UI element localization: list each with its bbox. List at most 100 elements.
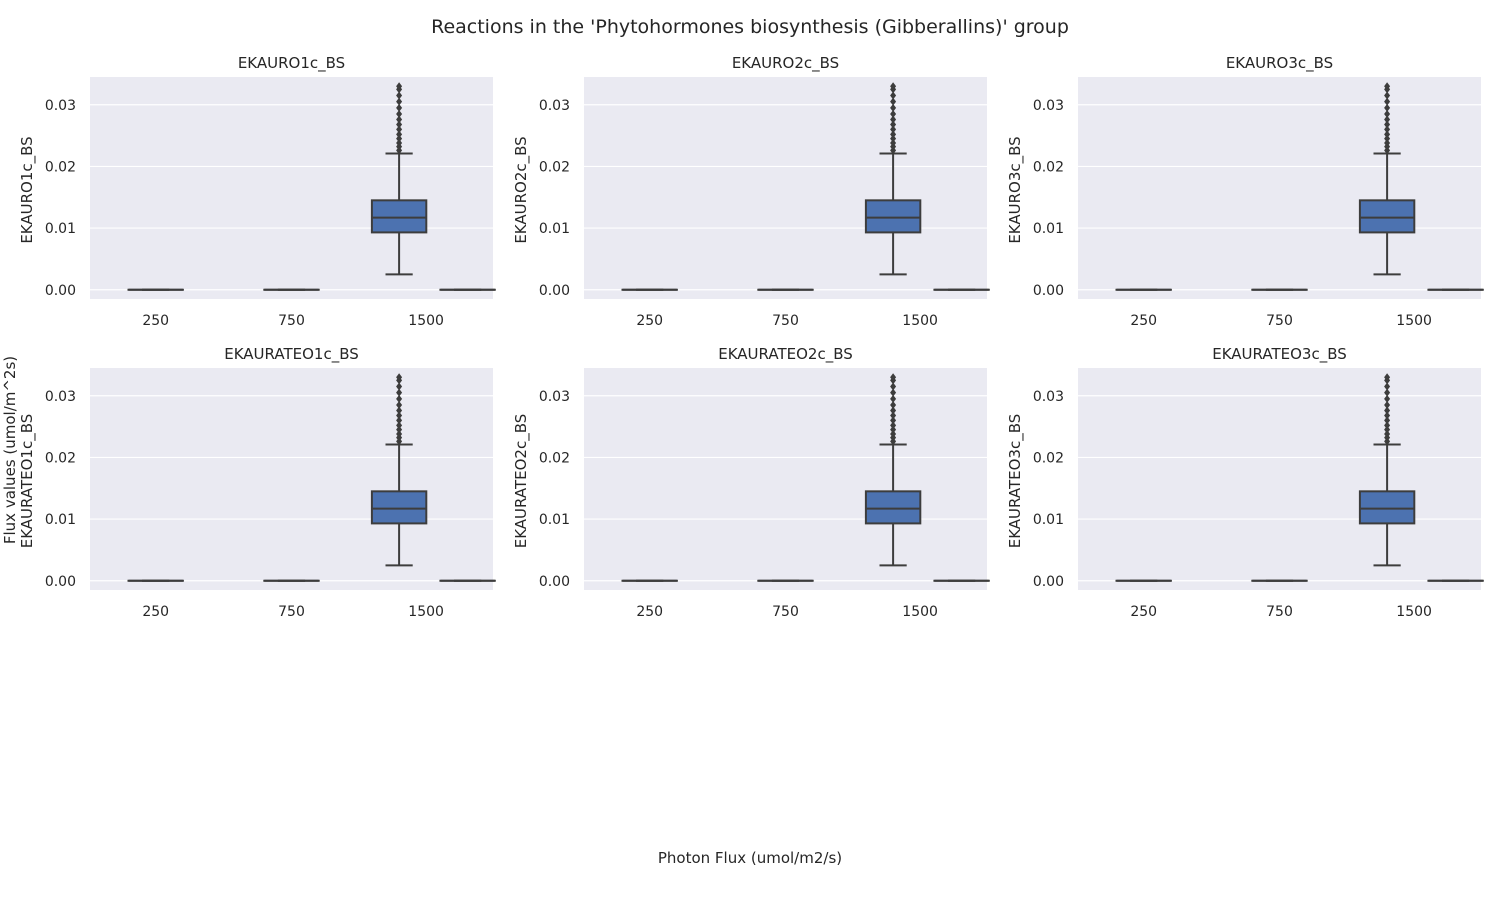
y-tick-label: 0.02 bbox=[45, 159, 76, 175]
x-tick-label: 1500 bbox=[902, 313, 938, 329]
outlier-point bbox=[890, 115, 897, 124]
x-tick-label: 1500 bbox=[902, 604, 938, 620]
plot-area bbox=[584, 77, 987, 299]
outlier-point bbox=[890, 421, 897, 430]
box-1500-low bbox=[864, 373, 922, 567]
outlier-point bbox=[396, 406, 403, 415]
x-tick-label: 250 bbox=[636, 604, 663, 620]
x-tick-label: 250 bbox=[142, 604, 169, 620]
outlier-point bbox=[396, 82, 403, 91]
outlier-point bbox=[890, 97, 897, 106]
outlier-point bbox=[1384, 406, 1391, 415]
outlier-point bbox=[890, 401, 897, 409]
outlier-point bbox=[396, 388, 403, 397]
outlier-point bbox=[396, 91, 403, 100]
subplot-1: 0.00 0.01 0.02 0.03 250 750 1500 EKAURO1c_BS EKA… bbox=[18, 54, 496, 329]
y-tick-label: 0.01 bbox=[1033, 221, 1064, 237]
outlier-point bbox=[396, 394, 403, 403]
outlier-point bbox=[1384, 382, 1391, 391]
outlier-point bbox=[890, 416, 897, 425]
outlier-point bbox=[1384, 421, 1391, 430]
x-tick-label: 750 bbox=[772, 313, 799, 329]
iqr-box bbox=[864, 199, 922, 234]
outlier-point bbox=[1384, 125, 1391, 134]
outlier-point bbox=[396, 382, 403, 391]
outlier-point bbox=[1384, 401, 1391, 409]
y-tick-label: 0.00 bbox=[45, 283, 76, 299]
outlier-point bbox=[1384, 429, 1391, 438]
outlier-point bbox=[1384, 120, 1391, 129]
outlier-point bbox=[396, 120, 403, 129]
y-tick-label: 0.00 bbox=[1033, 283, 1064, 299]
outlier-point bbox=[396, 138, 403, 147]
figure-title: Reactions in the 'Phytohormones biosynth… bbox=[431, 16, 1069, 38]
x-tick-label: 750 bbox=[772, 604, 799, 620]
y-tick-label: 0.03 bbox=[1033, 389, 1064, 405]
outlier-point bbox=[890, 425, 897, 434]
outlier-point bbox=[1384, 416, 1391, 425]
outlier-point bbox=[1384, 138, 1391, 147]
outlier-point bbox=[396, 401, 403, 409]
outlier-point bbox=[890, 130, 897, 139]
y-tick-label: 0.01 bbox=[1033, 512, 1064, 528]
box-1500-low bbox=[1358, 373, 1416, 567]
outlier-point bbox=[890, 82, 897, 91]
outlier-point bbox=[1384, 82, 1391, 91]
y-tick-label: 0.01 bbox=[45, 512, 76, 528]
y-axis-label: EKAURO1c_BS bbox=[18, 136, 37, 243]
outlier-point bbox=[890, 134, 897, 143]
outlier-point bbox=[396, 421, 403, 430]
outlier-point bbox=[1384, 130, 1391, 139]
y-tick-label: 0.01 bbox=[539, 221, 570, 237]
subplot-title: EKAURATEO2c_BS bbox=[718, 345, 853, 364]
plot-area bbox=[90, 77, 493, 299]
x-tick-label: 250 bbox=[636, 313, 663, 329]
subplot-title: EKAURO1c_BS bbox=[238, 54, 345, 73]
outlier-point bbox=[890, 120, 897, 129]
outlier-point bbox=[890, 394, 897, 403]
iqr-box bbox=[864, 490, 922, 525]
x-tick-label: 1500 bbox=[1396, 604, 1432, 620]
outlier-point bbox=[1384, 425, 1391, 434]
x-tick-label: 1500 bbox=[408, 313, 444, 329]
outlier-point bbox=[890, 125, 897, 134]
outlier-point bbox=[1384, 103, 1391, 112]
outlier-point bbox=[1384, 110, 1391, 118]
outlier-point bbox=[890, 382, 897, 391]
y-tick-label: 0.02 bbox=[539, 450, 570, 466]
y-tick-label: 0.00 bbox=[1033, 574, 1064, 590]
outlier-point bbox=[890, 138, 897, 147]
y-axis-label: EKAURATEO1c_BS bbox=[18, 414, 37, 549]
outlier-point bbox=[890, 411, 897, 420]
x-tick-label: 1500 bbox=[1396, 313, 1432, 329]
iqr-box bbox=[370, 490, 428, 525]
subplot-3: 0.00 0.01 0.02 0.03 250 750 1500 EKAURO3c_BS EKA… bbox=[1006, 54, 1484, 329]
x-tick-label: 250 bbox=[1130, 604, 1157, 620]
x-tick-label: 750 bbox=[278, 604, 305, 620]
outlier-point bbox=[890, 429, 897, 438]
y-axis-label: EKAURATEO3c_BS bbox=[1006, 414, 1025, 549]
y-tick-label: 0.01 bbox=[539, 512, 570, 528]
y-tick-label: 0.02 bbox=[1033, 159, 1064, 175]
outlier-point bbox=[396, 110, 403, 118]
outlier-point bbox=[396, 373, 403, 382]
subplot-title: EKAURO3c_BS bbox=[1226, 54, 1333, 73]
outlier-point bbox=[396, 425, 403, 434]
subplot-4: 0.00 0.01 0.02 0.03 250 750 1500 EKAURATEO1c_BS… bbox=[18, 345, 496, 620]
subplot-grid: 0.00 0.01 0.02 0.03 250 750 1500 EKAURO1c_BS EKA… bbox=[18, 54, 1484, 620]
y-tick-label: 0.02 bbox=[1033, 450, 1064, 466]
outlier-point bbox=[396, 411, 403, 420]
subplot-title: EKAURATEO3c_BS bbox=[1212, 345, 1347, 364]
outlier-point bbox=[890, 406, 897, 415]
iqr-box bbox=[370, 199, 428, 234]
outlier-point bbox=[396, 125, 403, 134]
y-axis-label: EKAURO3c_BS bbox=[1006, 136, 1025, 243]
y-tick-label: 0.00 bbox=[539, 574, 570, 590]
x-tick-label: 750 bbox=[278, 313, 305, 329]
common-x-label: Photon Flux (umol/m2/s) bbox=[658, 849, 842, 867]
outlier-point bbox=[1384, 373, 1391, 382]
outlier-point bbox=[890, 103, 897, 112]
y-tick-label: 0.02 bbox=[539, 159, 570, 175]
subplot-title: EKAURO2c_BS bbox=[732, 54, 839, 73]
